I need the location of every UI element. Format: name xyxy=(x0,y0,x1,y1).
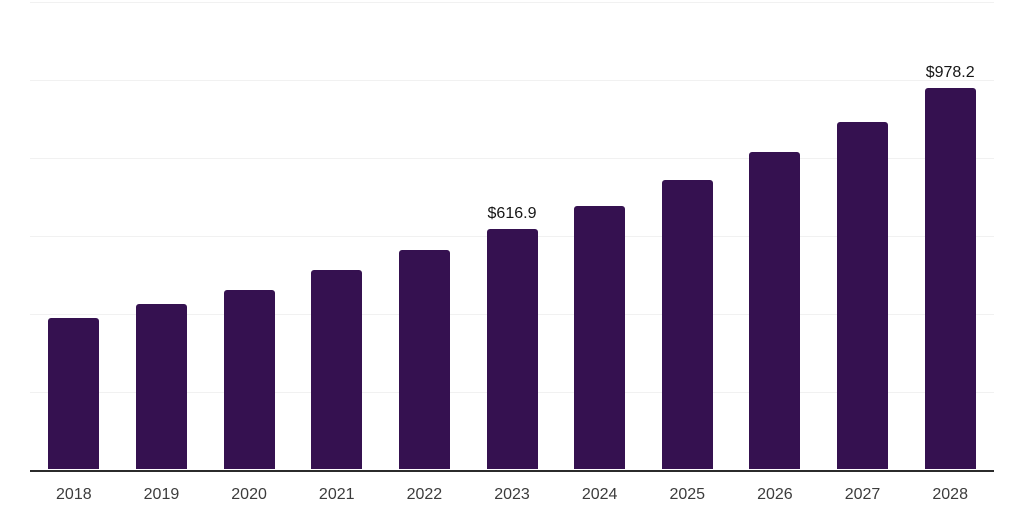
gridline-y-1200 xyxy=(30,2,994,3)
x-tick-label-2027: 2027 xyxy=(844,486,881,503)
x-tick-label-2025: 2025 xyxy=(669,486,706,503)
data-label-2023: $616.9 xyxy=(487,205,537,223)
bar-2025 xyxy=(661,180,713,470)
bar-2026 xyxy=(749,151,801,470)
bar-2019 xyxy=(135,303,187,470)
gridline-y-1000 xyxy=(30,79,994,81)
x-tick-label-2023: 2023 xyxy=(494,486,530,503)
x-axis-line xyxy=(30,469,994,472)
bar-2024 xyxy=(574,206,626,470)
bar-2023 xyxy=(486,229,538,470)
x-tick-label-2020: 2020 xyxy=(231,486,267,503)
gridline-y-800 xyxy=(30,157,994,159)
x-tick-label-2022: 2022 xyxy=(406,486,443,503)
x-tick-label-2021: 2021 xyxy=(318,486,355,503)
bar-2018 xyxy=(48,317,100,470)
x-tick-label-2026: 2026 xyxy=(757,486,793,503)
x-tick-label-2018: 2018 xyxy=(56,486,92,503)
bar-2021 xyxy=(311,270,363,470)
bar-2028 xyxy=(924,88,976,470)
data-label-2028: $978.2 xyxy=(925,64,975,82)
bar-2027 xyxy=(837,121,889,470)
x-tick-label-2024: 2024 xyxy=(581,486,618,503)
bar-2020 xyxy=(223,289,275,470)
x-tick-label-2019: 2019 xyxy=(143,486,180,503)
bar-2022 xyxy=(398,250,450,470)
x-tick-label-2028: 2028 xyxy=(932,486,968,503)
